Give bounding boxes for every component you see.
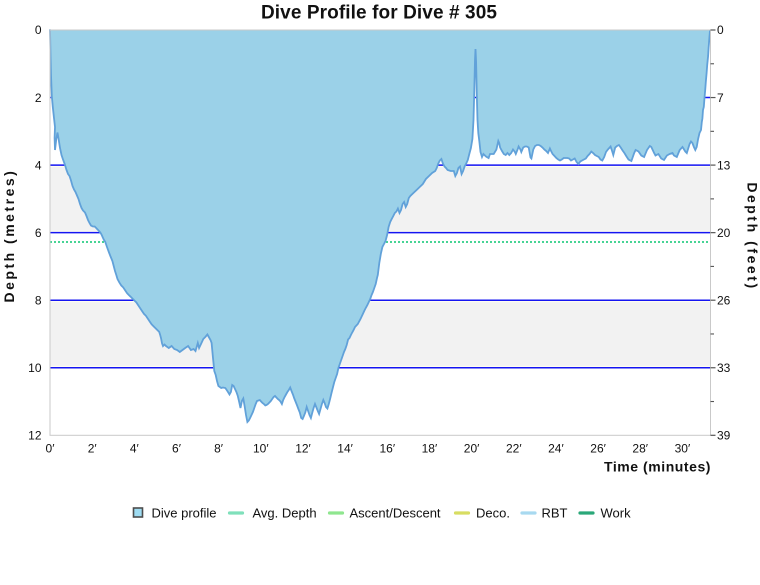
- svg-text:4: 4: [35, 158, 42, 172]
- svg-text:0: 0: [35, 23, 42, 37]
- svg-text:12: 12: [28, 429, 42, 443]
- svg-text:4′: 4′: [130, 442, 140, 456]
- svg-text:18′: 18′: [422, 442, 438, 456]
- svg-text:12′: 12′: [295, 442, 311, 456]
- svg-text:Dive profile: Dive profile: [152, 506, 217, 521]
- svg-text:6′: 6′: [172, 442, 182, 456]
- svg-text:8: 8: [35, 293, 42, 307]
- svg-text:Time (minutes): Time (minutes): [604, 459, 711, 475]
- svg-text:24′: 24′: [548, 442, 564, 456]
- svg-text:6: 6: [35, 226, 42, 240]
- svg-text:Depth (metres): Depth (metres): [1, 169, 17, 303]
- svg-text:8′: 8′: [214, 442, 224, 456]
- svg-text:Depth (feet): Depth (feet): [745, 182, 760, 290]
- svg-text:7: 7: [717, 91, 724, 105]
- svg-text:30′: 30′: [675, 442, 691, 456]
- svg-text:16′: 16′: [379, 442, 395, 456]
- svg-text:20: 20: [717, 226, 731, 240]
- svg-text:14′: 14′: [337, 442, 353, 456]
- svg-text:Deco.: Deco.: [476, 506, 510, 521]
- svg-text:2′: 2′: [88, 442, 98, 456]
- svg-text:33: 33: [717, 361, 731, 375]
- svg-text:26′: 26′: [590, 442, 606, 456]
- svg-text:Work: Work: [601, 506, 632, 521]
- svg-text:0′: 0′: [46, 442, 56, 456]
- svg-text:22′: 22′: [506, 442, 522, 456]
- svg-text:Ascent/Descent: Ascent/Descent: [350, 506, 441, 521]
- svg-text:Dive Profile for Dive # 305: Dive Profile for Dive # 305: [261, 3, 497, 24]
- svg-text:RBT: RBT: [542, 506, 568, 521]
- svg-text:Avg. Depth: Avg. Depth: [253, 506, 317, 521]
- svg-text:0: 0: [717, 23, 724, 37]
- svg-text:13: 13: [717, 158, 731, 172]
- svg-text:26: 26: [717, 293, 731, 307]
- svg-text:2: 2: [35, 91, 42, 105]
- svg-text:28′: 28′: [632, 442, 648, 456]
- svg-text:10: 10: [28, 361, 42, 375]
- svg-text:10′: 10′: [253, 442, 269, 456]
- svg-text:20′: 20′: [464, 442, 480, 456]
- svg-text:39: 39: [717, 429, 731, 443]
